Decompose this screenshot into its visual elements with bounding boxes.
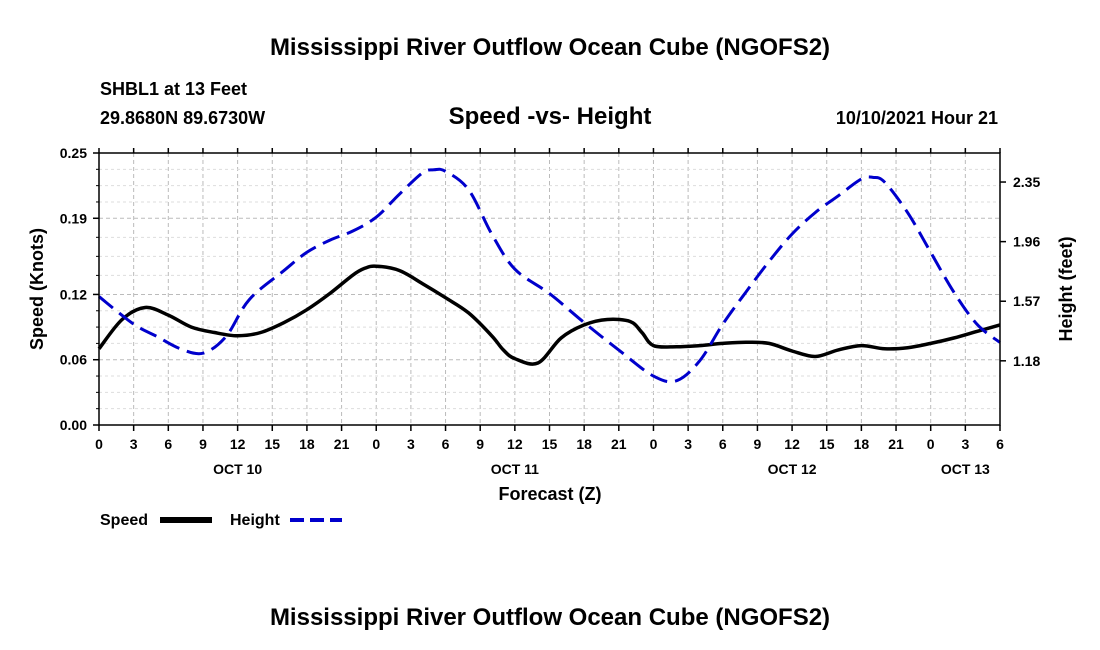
- legend-speed-label: Speed: [100, 512, 148, 529]
- x-tick-label: 12: [230, 436, 246, 452]
- x-tick-label: 15: [542, 436, 558, 452]
- x-tick-label: 21: [334, 436, 350, 452]
- x-tick-label: 15: [264, 436, 280, 452]
- series-speed-line: [97, 264, 1001, 366]
- x-tick-label: 3: [130, 436, 138, 452]
- x-tick-label: 0: [927, 436, 935, 452]
- x-tick-label: 3: [684, 436, 692, 452]
- station-label: SHBL1 at 13 Feet: [100, 79, 247, 99]
- y-left-tick-label: 0.00: [60, 417, 87, 433]
- x-tick-label: 21: [611, 436, 627, 452]
- y-left-tick-label: 0.19: [60, 210, 87, 226]
- y-right-tick-label: 1.18: [1013, 353, 1040, 369]
- x-tick-label: 0: [372, 436, 380, 452]
- y-right-tick-label: 2.35: [1013, 174, 1040, 190]
- legend-height-label: Height: [230, 512, 280, 529]
- y-axis-left-label: Speed (Knots): [27, 228, 47, 350]
- y-left-tick-label: 0.12: [60, 286, 87, 302]
- x-tick-label: 21: [888, 436, 904, 452]
- x-tick-label: 12: [784, 436, 800, 452]
- footer-title: Mississippi River Outflow Ocean Cube (NG…: [270, 604, 830, 631]
- date-tick-label: OCT 12: [768, 461, 817, 477]
- date-tick-label: OCT 13: [941, 461, 990, 477]
- chart-title: Mississippi River Outflow Ocean Cube (NG…: [270, 34, 830, 61]
- location-label: 29.8680N 89.6730W: [100, 108, 265, 128]
- x-tick-label: 6: [164, 436, 172, 452]
- x-axis-label: Forecast (Z): [498, 484, 601, 504]
- y-axis-right-label: Height (feet): [1056, 237, 1076, 342]
- x-tick-label: 12: [507, 436, 523, 452]
- x-tick-label: 18: [576, 436, 592, 452]
- x-tick-label: 15: [819, 436, 835, 452]
- y-left-tick-label: 0.06: [60, 352, 87, 368]
- x-tick-label: 9: [199, 436, 207, 452]
- x-tick-label: 0: [95, 436, 103, 452]
- y-right-tick-label: 1.96: [1013, 234, 1040, 250]
- x-tick-label: 9: [476, 436, 484, 452]
- x-tick-label: 6: [719, 436, 727, 452]
- date-tick-label: OCT 11: [491, 461, 539, 477]
- x-tick-label: 18: [854, 436, 870, 452]
- x-tick-label: 6: [996, 436, 1004, 452]
- date-tick-label: OCT 10: [213, 461, 262, 477]
- x-tick-label: 3: [407, 436, 415, 452]
- x-tick-label: 9: [754, 436, 762, 452]
- x-tick-label: 0: [650, 436, 658, 452]
- series-layer: [97, 167, 1001, 384]
- chart-subtitle: Speed -vs- Height: [449, 103, 652, 130]
- grid: [99, 153, 1000, 425]
- legend: Speed Height: [100, 512, 342, 529]
- axes: 0 3 6 9 12 15 18 21 0 3 6 9 12 15 18 21 0 3 6 9 12 15 18 21 0 3 6 0…: [60, 145, 1041, 477]
- y-left-tick-label: 0.25: [60, 145, 87, 161]
- x-tick-label: 18: [299, 436, 315, 452]
- date-label: 10/10/2021 Hour 21: [836, 108, 998, 128]
- series-height-line: [98, 167, 1001, 384]
- x-tick-label: 3: [961, 436, 969, 452]
- y-right-tick-label: 1.57: [1013, 293, 1040, 309]
- x-tick-label: 6: [442, 436, 450, 452]
